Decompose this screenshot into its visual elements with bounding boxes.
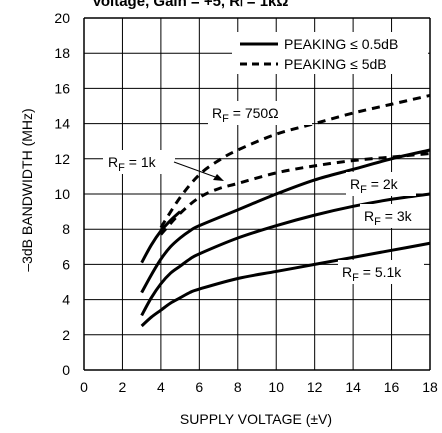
y-tick-label: 0: [62, 362, 70, 378]
x-tick-label: 12: [307, 379, 323, 395]
annotation-label: RF = 2k: [350, 176, 399, 196]
y-tick-label: 6: [62, 256, 70, 272]
series-line-5: [159, 152, 431, 236]
series-line-2: [140, 192, 431, 317]
y-axis-label: –3dB BANDWIDTH (MHz): [19, 108, 35, 271]
chart-title-text: Voltage, Gain = +5, Rₗ = 1kΩ: [92, 0, 288, 10]
x-tick-label: 8: [234, 379, 242, 395]
annotation-backdrop: [338, 260, 424, 284]
legend-label: PEAKING ≤ 0.5dB: [284, 36, 398, 52]
legend-box: [232, 32, 428, 74]
x-tick-label: 2: [119, 379, 127, 395]
y-tick-label: 20: [54, 10, 70, 26]
x-tick-label: 6: [195, 379, 203, 395]
annotation-arrowhead: [213, 174, 224, 181]
y-tick-label: 8: [62, 221, 70, 237]
annotation-label: RF = 1k: [108, 154, 157, 174]
series-line-4: [159, 93, 431, 229]
annotation-backdrop: [208, 101, 312, 125]
annotations: RF = 750Ω RF = 1k RF = 2k RF = 3k RF = 5.1k: [103, 101, 428, 284]
chart-title: Voltage, Gain = +5, Rₗ = 1kΩ: [92, 0, 288, 10]
y-tick-label: 18: [54, 45, 70, 61]
y-tick-label: 14: [54, 116, 70, 132]
series-line-1: [140, 148, 431, 294]
annotation-label: RF = 3k: [364, 208, 413, 228]
legend: PEAKING ≤ 0.5dB PEAKING ≤ 5dB: [232, 32, 428, 74]
annotation-leader: [173, 161, 219, 179]
series-line-3: [140, 241, 431, 328]
series-line-0: [140, 210, 182, 264]
annotation-backdrop: [360, 204, 428, 228]
x-tick-label: 14: [345, 379, 361, 395]
y-tick-label: 16: [54, 80, 70, 96]
x-tick-label: 0: [80, 379, 88, 395]
series-group: [140, 93, 431, 328]
annotation-backdrop: [103, 150, 175, 174]
x-axis-label: SUPPLY VOLTAGE (±V): [180, 411, 332, 427]
annotation-label: RF = 750Ω: [212, 105, 279, 125]
y-tick-label: 10: [54, 186, 70, 202]
annotation-backdrop: [346, 172, 416, 196]
y-tick-label: 2: [62, 327, 70, 343]
x-tick-label: 16: [384, 379, 400, 395]
y-tick-label: 4: [62, 292, 70, 308]
x-tick-label: 4: [157, 379, 165, 395]
tick-labels: 0 2 4 6 8 10 12 14 16 18 20 0 2 4 6 8 10 12 14 16 18: [54, 10, 438, 395]
x-tick-label: 18: [422, 379, 438, 395]
annotation-label: RF = 5.1k: [342, 264, 402, 284]
y-tick-label: 12: [54, 151, 70, 167]
x-tick-label: 10: [268, 379, 284, 395]
legend-label: PEAKING ≤ 5dB: [284, 56, 387, 72]
